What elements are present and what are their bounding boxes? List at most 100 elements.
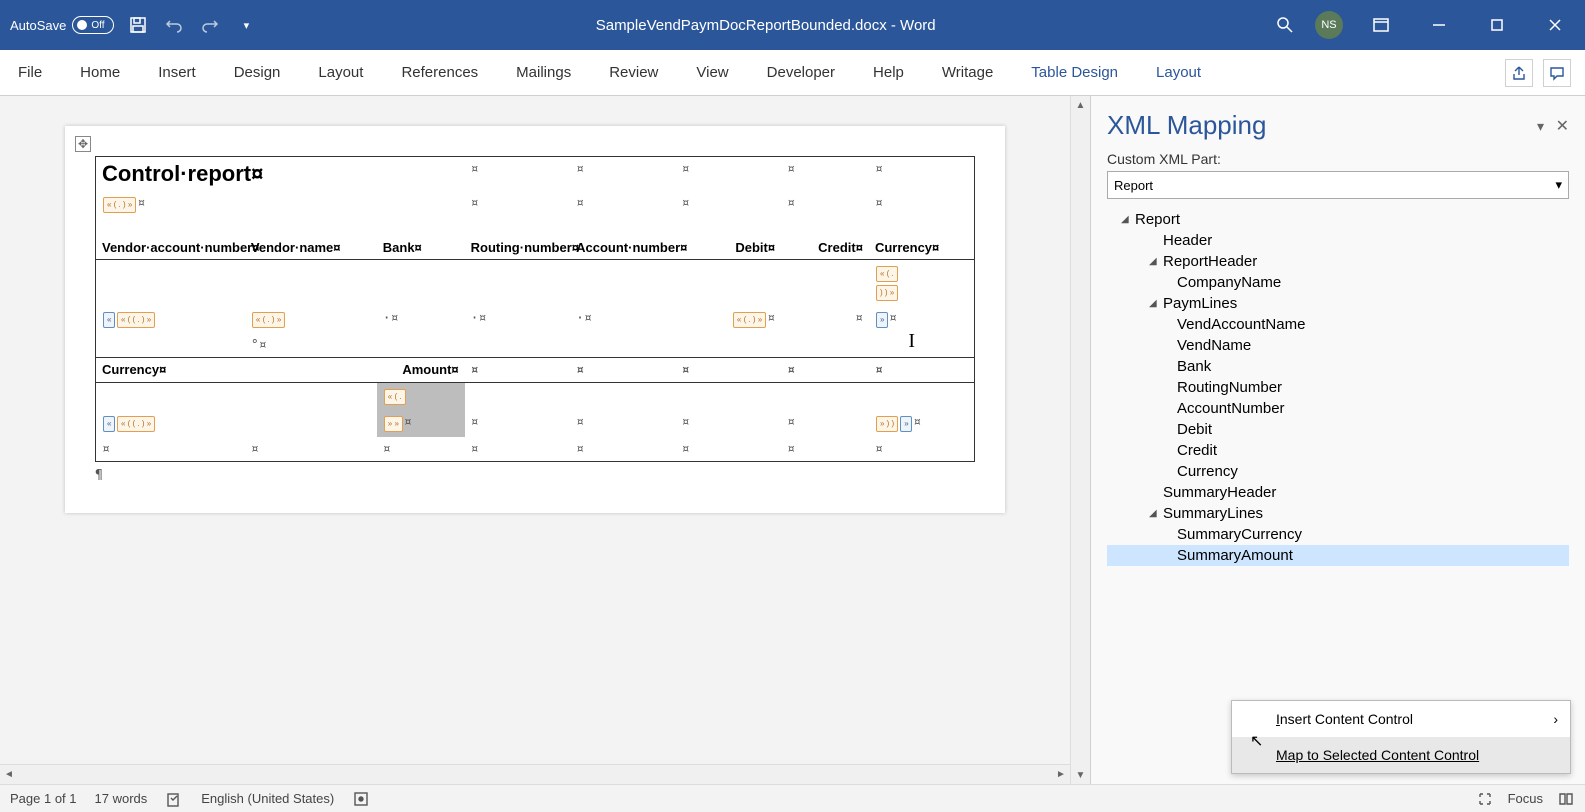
document-canvas[interactable]: ✥ Control·report¤ ¤¤¤¤¤ « ( . ) »¤ ¤¤¤¤¤ <box>0 96 1070 764</box>
horizontal-scrollbar[interactable]: ◄ ► <box>0 764 1070 784</box>
autosave-state: Off <box>91 20 104 31</box>
tab-table-layout[interactable]: Layout <box>1152 58 1205 87</box>
content-control-tag[interactable]: « ( . <box>384 389 406 405</box>
scroll-up-icon[interactable]: ▲ <box>1071 96 1090 114</box>
selected-cell[interactable]: « ( . <box>377 383 465 411</box>
qat-dropdown-icon[interactable]: ▾ <box>234 13 258 37</box>
status-page[interactable]: Page 1 of 1 <box>10 791 77 806</box>
content-control-tag[interactable]: « <box>103 416 115 432</box>
status-words[interactable]: 17 words <box>95 791 148 806</box>
ribbon: File Home Insert Design Layout Reference… <box>0 50 1585 96</box>
tree-node-reportheader[interactable]: ◢ReportHeader <box>1107 251 1569 272</box>
save-icon[interactable] <box>126 13 150 37</box>
document-page: ✥ Control·report¤ ¤¤¤¤¤ « ( . ) »¤ ¤¤¤¤¤ <box>65 126 1005 513</box>
content-control-tag[interactable]: » ) ) <box>876 416 898 432</box>
col-debit: Debit¤ <box>676 236 781 260</box>
title-bar: AutoSave Off ▾ SampleVendPaymDocReportBo… <box>0 0 1585 50</box>
ctx-map-to-selected[interactable]: ↖ Map to Selected Content Control <box>1232 737 1570 773</box>
tab-insert[interactable]: Insert <box>154 58 200 87</box>
col-bank: Bank¤ <box>377 236 465 260</box>
maximize-button[interactable] <box>1477 10 1517 40</box>
col-vendor-name: Vendor·name¤ <box>245 236 377 260</box>
pane-options-icon[interactable]: ▾ <box>1537 118 1544 134</box>
macro-icon[interactable] <box>352 790 370 808</box>
content-control-tag[interactable]: « ( . ) » <box>252 312 285 328</box>
document-area: ✥ Control·report¤ ¤¤¤¤¤ « ( . ) »¤ ¤¤¤¤¤ <box>0 96 1090 784</box>
vertical-scrollbar[interactable]: ▲ ▼ <box>1070 96 1090 784</box>
document-title: SampleVendPaymDocReportBounded.docx - Wo… <box>258 17 1273 34</box>
undo-icon[interactable] <box>162 13 186 37</box>
search-icon[interactable] <box>1273 13 1297 37</box>
content-control-tag[interactable]: « <box>103 312 115 328</box>
chevron-down-icon: ▾ <box>1555 177 1562 193</box>
col-currency: Currency¤ <box>869 236 975 260</box>
content-control-tag[interactable]: » <box>900 416 912 432</box>
tab-home[interactable]: Home <box>76 58 124 87</box>
autosave-toggle[interactable]: AutoSave Off <box>10 16 114 34</box>
status-language[interactable]: English (United States) <box>201 791 334 806</box>
tree-node-summaryamount[interactable]: SummaryAmount <box>1107 545 1569 566</box>
tab-design[interactable]: Design <box>230 58 285 87</box>
content-control-tag[interactable]: » » <box>384 416 403 432</box>
tree-node-companyname[interactable]: CompanyName <box>1107 272 1569 293</box>
tab-file[interactable]: File <box>14 58 46 87</box>
tab-table-design[interactable]: Table Design <box>1027 58 1122 87</box>
tab-writage[interactable]: Writage <box>938 58 997 87</box>
read-mode-icon[interactable] <box>1557 790 1575 808</box>
tree-node-summarycurrency[interactable]: SummaryCurrency <box>1107 524 1569 545</box>
tab-layout[interactable]: Layout <box>314 58 367 87</box>
tree-node-summaryheader[interactable]: SummaryHeader <box>1107 482 1569 503</box>
minimize-button[interactable] <box>1419 10 1459 40</box>
tree-node-credit[interactable]: Credit <box>1107 440 1569 461</box>
col-summary-amount: Amount¤ <box>377 358 465 383</box>
tree-node-summarylines[interactable]: ◢SummaryLines <box>1107 503 1569 524</box>
pane-close-icon[interactable]: ✕ <box>1556 118 1569 135</box>
xml-mapping-pane: XML Mapping ▾ ✕ Custom XML Part: Report … <box>1090 96 1585 784</box>
tab-help[interactable]: Help <box>869 58 908 87</box>
custom-xml-part-select[interactable]: Report ▾ <box>1107 171 1569 199</box>
tree-node-header[interactable]: Header <box>1107 230 1569 251</box>
ribbon-display-icon[interactable] <box>1361 10 1401 40</box>
scroll-right-icon[interactable]: ► <box>1052 769 1070 780</box>
content-control-tag[interactable]: » <box>876 312 888 328</box>
content-control-tag[interactable]: « ( . ) » <box>733 312 766 328</box>
ctx-insert-content-control[interactable]: Insert Content Control › <box>1232 701 1570 737</box>
tree-node-vendaccountname[interactable]: VendAccountName <box>1107 314 1569 335</box>
content-control-tag[interactable]: « ( . <box>876 266 898 282</box>
content-control-tag[interactable]: « ( ( . ) » <box>117 312 155 328</box>
share-icon[interactable] <box>1505 59 1533 87</box>
close-button[interactable] <box>1535 10 1575 40</box>
tree-node-paymlines[interactable]: ◢PaymLines <box>1107 293 1569 314</box>
tab-review[interactable]: Review <box>605 58 662 87</box>
focus-mode-icon[interactable] <box>1476 790 1494 808</box>
col-credit: Credit¤ <box>781 236 869 260</box>
status-focus[interactable]: Focus <box>1508 791 1543 806</box>
doc-heading: Control·report¤ <box>102 161 263 186</box>
tree-node-accountnumber[interactable]: AccountNumber <box>1107 398 1569 419</box>
tab-references[interactable]: References <box>397 58 482 87</box>
tab-developer[interactable]: Developer <box>763 58 839 87</box>
tree-node-routingnumber[interactable]: RoutingNumber <box>1107 377 1569 398</box>
tree-node-report[interactable]: ◢Report <box>1107 209 1569 230</box>
tree-node-debit[interactable]: Debit <box>1107 419 1569 440</box>
user-avatar[interactable]: NS <box>1315 11 1343 39</box>
chevron-right-icon: › <box>1553 711 1558 727</box>
comments-icon[interactable] <box>1543 59 1571 87</box>
tree-node-vendname[interactable]: VendName <box>1107 335 1569 356</box>
spellcheck-icon[interactable] <box>165 790 183 808</box>
content-control-tag[interactable]: « ( . ) » <box>103 197 136 213</box>
table-move-handle-icon[interactable]: ✥ <box>75 136 91 152</box>
xml-tree: ◢Report Header ◢ReportHeader CompanyName… <box>1107 209 1569 784</box>
content-control-tag[interactable]: ) ) » <box>876 285 898 301</box>
tab-mailings[interactable]: Mailings <box>512 58 575 87</box>
tree-node-currency[interactable]: Currency <box>1107 461 1569 482</box>
content-control-tag[interactable]: « ( ( . ) » <box>117 416 155 432</box>
scroll-down-icon[interactable]: ▼ <box>1071 766 1090 784</box>
tab-view[interactable]: View <box>692 58 732 87</box>
status-bar: Page 1 of 1 17 words English (United Sta… <box>0 784 1585 812</box>
redo-icon[interactable] <box>198 13 222 37</box>
tree-node-bank[interactable]: Bank <box>1107 356 1569 377</box>
col-routing: Routing·number¤ <box>465 236 570 260</box>
scroll-left-icon[interactable]: ◄ <box>0 769 18 780</box>
selected-cell[interactable]: » »¤ <box>377 410 465 437</box>
